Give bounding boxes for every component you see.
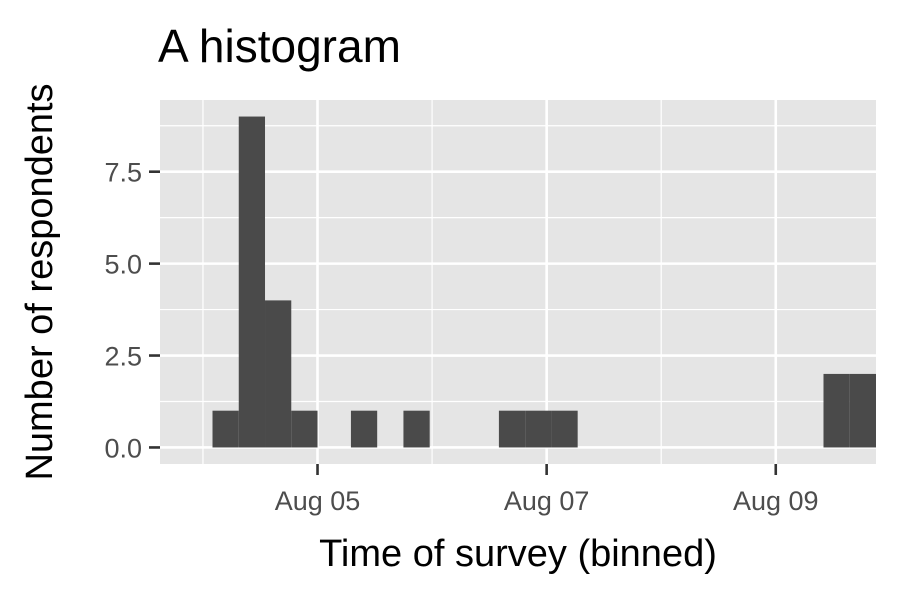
histogram-bar [265,300,292,448]
x-tick-label: Aug 07 [504,486,590,516]
histogram-bar [403,410,430,448]
y-tick-label: 0.0 [104,433,142,463]
x-tick-label: Aug 09 [733,486,819,516]
histogram-bar [823,373,850,448]
y-tick-label: 7.5 [104,158,142,188]
y-tick-label: 5.0 [104,250,142,280]
histogram-bar [525,410,552,448]
histogram-bar [212,410,239,448]
y-tick-label: 2.5 [104,342,142,372]
y-axis-title: Number of respondents [19,83,61,480]
histogram-bar [849,373,876,448]
histogram-bar [498,410,526,448]
x-tick-label: Aug 05 [275,486,361,516]
x-axis-title: Time of survey (binned) [319,533,717,575]
histogram-bar [291,410,318,448]
histogram-bars [212,116,876,448]
y-axis: 0.0 2.5 5.0 7.5 [104,158,160,463]
histogram-bar [350,410,378,448]
histogram-bar [238,116,266,448]
chart-title: A histogram [158,20,401,72]
histogram-bar [551,410,578,448]
x-axis: Aug 05 Aug 07 Aug 09 [275,464,819,516]
